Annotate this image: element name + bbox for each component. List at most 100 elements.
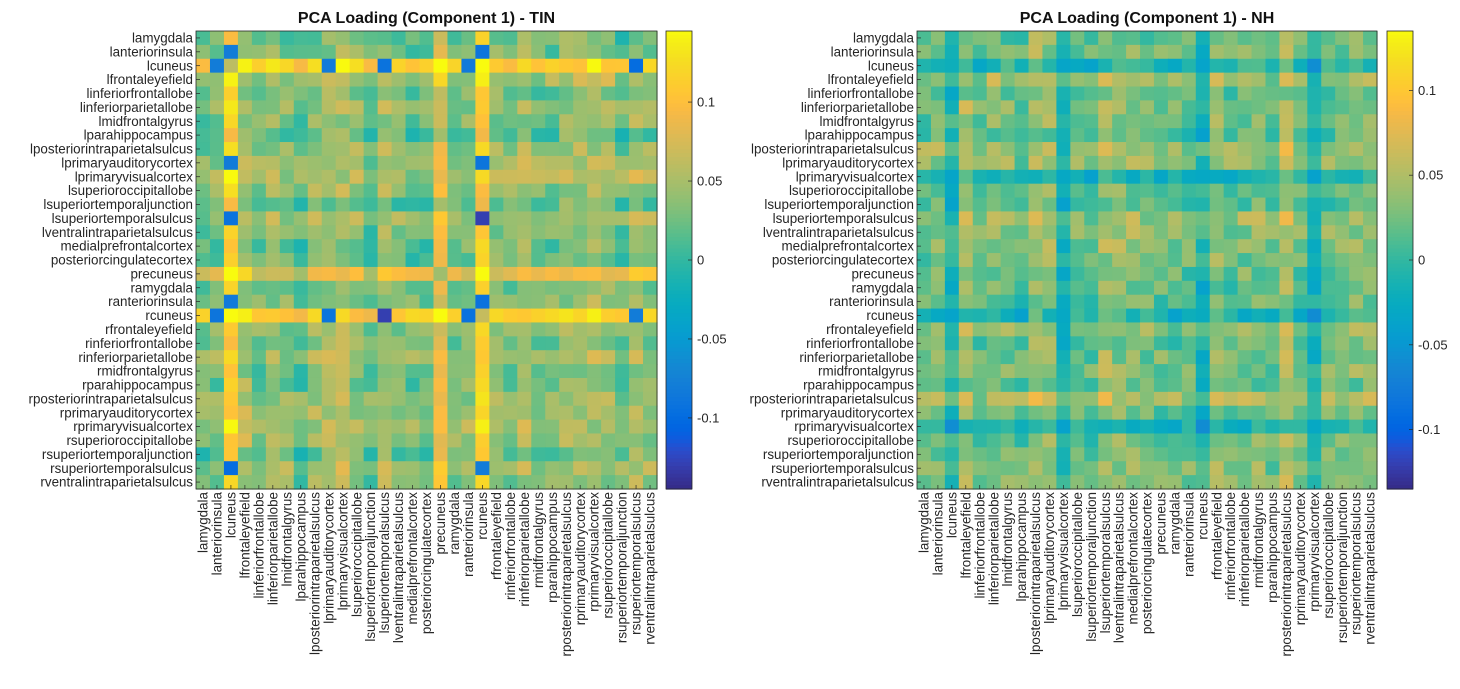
heatmap-cell (321, 197, 337, 213)
heatmap-cell (405, 100, 421, 115)
heatmap-cell (629, 72, 644, 88)
heatmap-cell (517, 308, 532, 324)
heatmap-cell (1070, 142, 1085, 157)
heatmap-cell (335, 475, 351, 490)
heatmap-cell (1363, 322, 1378, 337)
colorbar-segment (1387, 153, 1413, 158)
heatmap-cell (587, 72, 602, 88)
heatmap-cell (1349, 31, 1364, 46)
column-label: ranteriorinsula (461, 491, 476, 576)
heatmap-cell (559, 128, 574, 143)
heatmap-cell (377, 44, 393, 60)
heatmap-cell (405, 197, 421, 213)
heatmap-cell (1153, 58, 1169, 74)
heatmap-cell (587, 44, 602, 60)
heatmap-cell (321, 239, 337, 254)
heatmap-cell (419, 72, 435, 88)
heatmap-cell (503, 405, 518, 421)
heatmap-cell (265, 294, 281, 310)
heatmap-cell (461, 280, 476, 296)
column-label: lmidfrontalgyrus (279, 492, 294, 587)
colorbar-segment (666, 340, 692, 345)
heatmap-cell (503, 239, 518, 254)
heatmap-cell (293, 419, 309, 435)
heatmap-cell (293, 239, 309, 254)
heatmap-cell (489, 183, 504, 199)
heatmap-cell (1181, 44, 1197, 60)
heatmap-cell (1112, 447, 1127, 462)
heatmap-cell (1251, 72, 1267, 88)
heatmap-cell (1237, 114, 1253, 129)
heatmap-cell (1209, 461, 1225, 476)
colorbar-segment (666, 301, 692, 307)
heatmap-cell (944, 461, 960, 476)
heatmap-cell (1307, 391, 1322, 407)
heatmap-cell (958, 475, 974, 490)
heatmap-cell (1140, 294, 1155, 310)
heatmap-cell (615, 294, 630, 310)
heatmap-cell (1223, 183, 1239, 199)
column-label: rventralintraparietalsulcus (1363, 492, 1378, 645)
heatmap-cell (629, 350, 644, 365)
column-label: lsuperiortemporaljunction (363, 492, 378, 642)
row-label: rfrontaleyefield (826, 322, 914, 337)
heatmap-cell (958, 72, 974, 88)
heatmap-cell (503, 72, 518, 88)
heatmap-cell (1251, 336, 1267, 351)
heatmap-cell (1363, 266, 1378, 282)
heatmap-cell (1209, 142, 1225, 157)
heatmap-cell (1237, 31, 1253, 46)
heatmap-cell (461, 308, 476, 324)
heatmap-cell (293, 114, 309, 129)
heatmap-cell (601, 308, 616, 324)
heatmap-cell (1237, 225, 1253, 240)
heatmap-cell (615, 253, 630, 268)
heatmap-cell (531, 336, 546, 351)
colorbar-segment (666, 50, 692, 55)
heatmap-cell (1265, 100, 1281, 115)
heatmap-cell (209, 475, 225, 490)
colorbar-segment (1387, 126, 1413, 131)
heatmap-cell (1084, 58, 1099, 74)
heatmap-cell (1223, 225, 1239, 240)
heatmap-cell (447, 239, 463, 254)
heatmap-cell (587, 405, 602, 421)
heatmap-cell (601, 364, 616, 379)
heatmap-cell (461, 31, 476, 46)
heatmap-cell (433, 72, 449, 88)
heatmap-cell (1042, 72, 1057, 88)
heatmap-cell (237, 197, 253, 213)
heatmap-cell (1209, 266, 1225, 282)
heatmap-cell (307, 155, 323, 171)
heatmap-cell (1167, 239, 1183, 254)
heatmap-cell (1167, 44, 1183, 60)
heatmap-cell (307, 280, 323, 296)
heatmap-cell (377, 322, 393, 337)
heatmap-cell (196, 391, 211, 407)
heatmap-cell (1112, 391, 1127, 407)
heatmap-cell (447, 475, 463, 490)
heatmap-cell (944, 86, 960, 101)
colorbar-segment (1387, 65, 1413, 70)
heatmap-cell (1307, 266, 1322, 282)
heatmap-cell (251, 405, 267, 421)
heatmap-cell (1293, 239, 1308, 254)
heatmap-cell (293, 44, 309, 60)
heatmap-cell (917, 266, 932, 282)
heatmap-cell (1056, 280, 1071, 296)
heatmap-cell (1014, 58, 1030, 74)
heatmap-cell (1279, 419, 1294, 435)
heatmap-cell (475, 128, 490, 143)
heatmap-cell (1195, 197, 1211, 213)
heatmap-cell (1126, 44, 1141, 60)
heatmap-cell (503, 461, 518, 476)
column-label: rinferiorfrontallobe (1223, 492, 1238, 600)
heatmap-cell (1056, 211, 1071, 226)
heatmap-cell (391, 169, 407, 185)
heatmap-cell (1181, 308, 1197, 324)
heatmap-cell (1140, 377, 1155, 393)
heatmap-cell (615, 86, 630, 101)
colorbar-segment (1387, 61, 1413, 66)
heatmap-cell (223, 169, 239, 185)
heatmap-cell (461, 433, 476, 448)
